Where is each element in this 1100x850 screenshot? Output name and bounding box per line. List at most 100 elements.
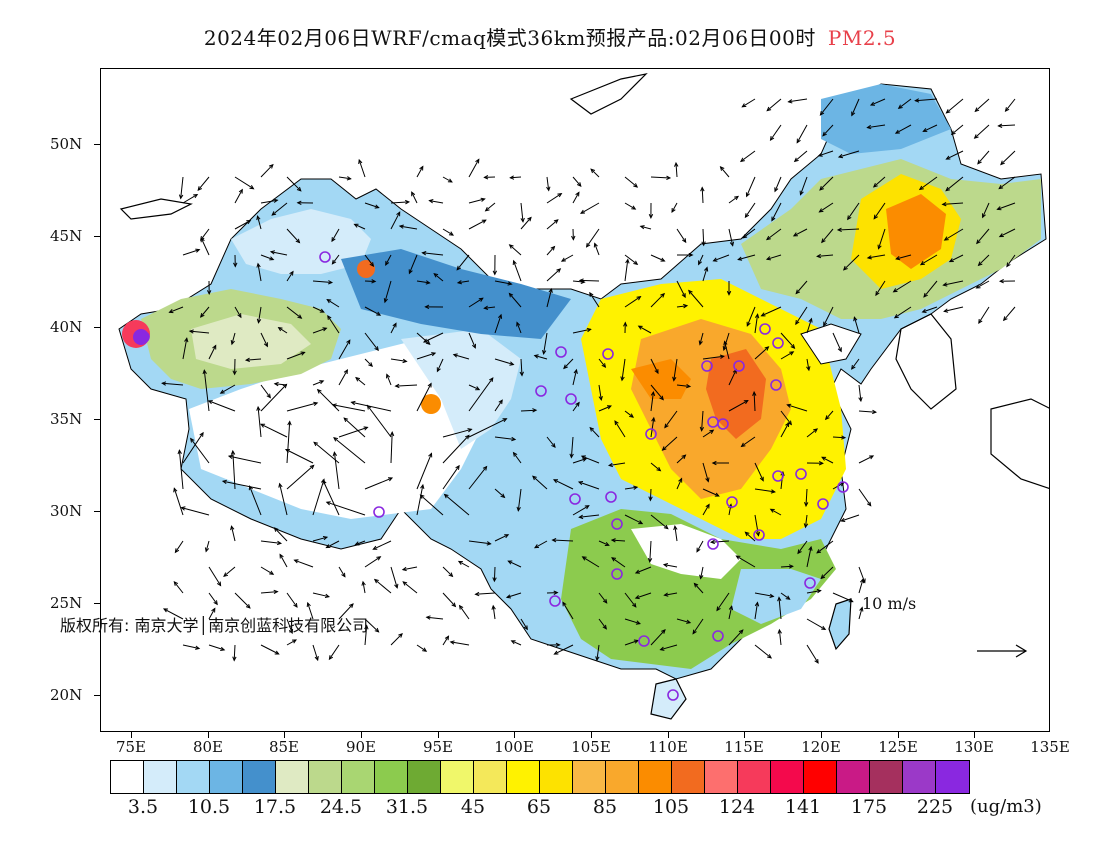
wind-arrow (702, 429, 714, 438)
wind-arrowhead (512, 259, 517, 265)
wind-arrowhead (178, 194, 184, 200)
wind-arrow (364, 556, 381, 568)
lat-tick (94, 236, 100, 237)
wind-arrow (312, 327, 327, 334)
wind-arrow (260, 384, 271, 398)
wind-arrowhead (511, 436, 517, 442)
wind-arrowhead (633, 183, 639, 188)
wind-arrow (173, 581, 184, 594)
wind-arrow (820, 98, 834, 116)
wind-arrow (746, 306, 756, 326)
wind-arrowhead (777, 628, 782, 634)
wind-arrow (800, 176, 808, 195)
wind-arrowhead (279, 553, 284, 559)
wind-arrowhead (700, 186, 705, 192)
wind-arrow (675, 162, 678, 178)
wind-arrowhead (633, 485, 639, 490)
wind-arrowhead (248, 485, 253, 491)
wind-arrow (494, 314, 502, 334)
wind-arrow (333, 437, 366, 464)
wind-arrow (534, 540, 548, 549)
wind-arrow (761, 306, 782, 317)
wind-arrowhead (705, 503, 710, 509)
wind-arrowhead (392, 322, 397, 328)
wind-arrow (312, 479, 325, 516)
wind-arrowhead (604, 541, 610, 546)
wind-arrowhead (489, 377, 494, 382)
colorbar-swatch (804, 761, 837, 793)
wind-arrow (822, 124, 834, 137)
wind-arrowhead (314, 656, 319, 662)
wind-arrowhead (273, 527, 279, 532)
lat-tick (94, 419, 100, 420)
wind-arrowhead (546, 186, 551, 192)
wind-arrowhead (796, 138, 801, 144)
wind-arrow (442, 465, 460, 490)
wind-arrowhead (571, 235, 576, 241)
wind-arrow (728, 228, 734, 246)
wind-arrowhead (744, 531, 750, 537)
wind-arrowhead (332, 451, 338, 457)
wind-arrow (770, 124, 782, 141)
wind-arrowhead (455, 464, 460, 470)
lon-tick (668, 732, 669, 738)
wind-arrowhead (373, 578, 379, 584)
lat-label-40n: 40N (50, 318, 83, 336)
lon-tick (821, 732, 822, 738)
wind-arrowhead (698, 260, 703, 266)
wind-arrowhead (897, 104, 903, 109)
wind-arrow (873, 176, 886, 188)
wind-arrow (638, 325, 652, 334)
lon-label-100e: 100E (494, 738, 534, 756)
colorbar-label: 24.5 (319, 796, 363, 818)
wind-arrowhead (662, 563, 669, 568)
wind-arrow (754, 514, 759, 536)
wind-arrowhead (629, 413, 635, 418)
wind-arrowhead (635, 620, 641, 625)
wind-arrow (390, 633, 403, 646)
map-canvas (118, 73, 1049, 720)
bohai-sea (800, 323, 862, 365)
wind-arrowhead (184, 337, 189, 343)
wind-arrow (805, 488, 808, 506)
wind-arrow (596, 644, 600, 661)
wind-arrow (974, 124, 990, 139)
wind-arrowhead (274, 650, 280, 655)
lon-tick (208, 732, 209, 738)
wind-arrowhead (553, 590, 559, 595)
wind-arrowhead (232, 656, 237, 662)
wind-arrow (532, 475, 548, 490)
wind-arrowhead (821, 456, 827, 461)
colorbar-label: 85 (592, 796, 618, 818)
wind-arrow (753, 392, 756, 412)
wind-arrow (702, 228, 705, 246)
wind-arrowhead (712, 257, 718, 262)
wind-arrowhead (293, 603, 298, 608)
wind-arrowhead (998, 278, 1004, 284)
wind-arrow (650, 384, 664, 400)
wind-arrowhead (287, 420, 292, 426)
wind-arrowhead (354, 541, 360, 546)
wind-arrowhead (322, 327, 328, 332)
colorbar-label: 141 (784, 796, 822, 818)
city-marker (565, 393, 577, 405)
wind-arrow (570, 436, 574, 458)
wind-arrowhead (651, 416, 656, 422)
wind-arrow (702, 462, 709, 482)
wind-arrowhead (816, 589, 822, 594)
wind-vector-field (161, 98, 1016, 664)
colorbar-swatch (441, 761, 474, 793)
wind-arrowhead (804, 502, 809, 508)
wind-arrowhead (821, 625, 827, 630)
wind-arrow (794, 150, 808, 162)
wind-arrowhead (555, 642, 561, 648)
wind-arrow (895, 124, 912, 134)
wind-arrowhead (465, 434, 470, 440)
wind-arrow (572, 176, 582, 187)
wind-arrow (260, 384, 287, 412)
wind-arrow (364, 625, 368, 646)
wind-arrow (326, 501, 366, 516)
wind-arrow (399, 225, 418, 230)
wind-arrow (943, 280, 964, 286)
wind-arrow (493, 566, 496, 582)
